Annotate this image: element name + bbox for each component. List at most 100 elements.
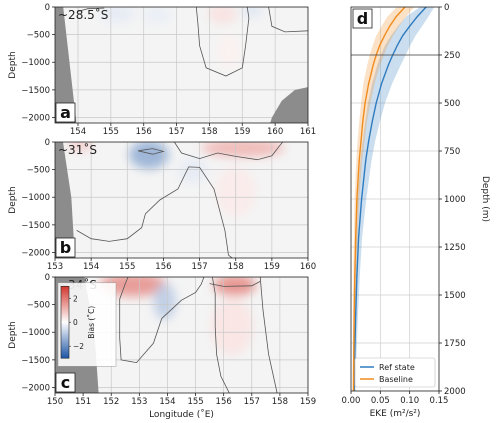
data-point-baseline (379, 44, 381, 47)
data-point-ref-state (387, 64, 390, 66)
x-tick-label: 150 (47, 397, 63, 407)
plot-area (351, 7, 439, 391)
x-tick-label: 158 (228, 262, 244, 272)
data-point-ref-state (409, 25, 411, 27)
x-tick-label: 154 (70, 127, 86, 137)
plot-area (55, 7, 308, 123)
x-tick-label: 158 (201, 127, 217, 137)
x-axis-label: EKE (m²/s²) (370, 409, 421, 419)
x-tick-label: 154 (159, 397, 175, 407)
x-tick-label: 0.05 (371, 396, 390, 406)
x-tick-label: 159 (300, 397, 316, 407)
contour-line (212, 277, 230, 393)
panel-letter: c (61, 373, 70, 392)
y-axis-label: Depth (8, 321, 18, 348)
legend: Ref state Baseline (354, 357, 436, 388)
y-axis-label: Depth (m) (480, 176, 490, 222)
x-tick-label: 155 (187, 397, 203, 407)
y-tick-label: −2000 (21, 383, 50, 393)
panel-d: 0 250 500 750 1000 1250 1500 1750 2000 0.00 0.05 0.… (342, 3, 490, 419)
plot-background (55, 142, 308, 258)
data-point-ref-state (358, 236, 360, 238)
y-tick-label: −1500 (21, 356, 50, 366)
x-tick-label: 157 (168, 127, 184, 137)
data-point-baseline (383, 35, 386, 37)
x-tick-label: 159 (234, 127, 250, 137)
y-tick-label: 750 (444, 147, 460, 157)
panel-letter: d (357, 9, 368, 28)
plot-frame (54, 6, 309, 124)
contour-line (138, 148, 165, 155)
y-tick-label: 500 (444, 99, 460, 109)
contour-line (76, 166, 233, 258)
panel-letter-box (55, 237, 76, 258)
x-tick-label: 0.00 (342, 396, 361, 406)
y-tick-label: 0 (45, 3, 50, 13)
y-tick-label: 250 (444, 51, 460, 61)
data-point-baseline (360, 140, 362, 142)
contour-line (195, 7, 250, 77)
x-tick-label: 155 (119, 262, 135, 272)
bathymetry-shading (55, 142, 75, 258)
x-tick-label: 154 (83, 262, 99, 272)
x-tick-label: 156 (136, 127, 152, 137)
data-point-baseline (389, 25, 391, 27)
latitude-label: ~31˚S (58, 142, 97, 157)
data-point-baseline (395, 16, 397, 18)
y-tick-label: −500 (27, 166, 50, 176)
bathymetry-shading (270, 87, 308, 123)
colorbar-tick-label: 2 (73, 294, 78, 303)
data-point-ref-state (371, 121, 373, 123)
bias-blob (207, 7, 238, 25)
x-tick-label: 0.15 (430, 396, 449, 406)
x-tick-label: 153 (131, 397, 147, 407)
x-tick-label: 161 (300, 127, 316, 137)
x-tick-label: 151 (75, 397, 91, 407)
data-point-baseline (355, 236, 357, 238)
contour-line (259, 277, 278, 393)
x-tick-label: 160 (267, 127, 283, 137)
x-tick-label: 153 (47, 262, 63, 272)
data-point-ref-state (402, 35, 404, 37)
panel-c: 0 −500 −1000 −1500 −2000 150 151 152 153 154 155 15… (8, 273, 316, 420)
bias-blob (201, 142, 285, 157)
data-point-baseline (364, 102, 366, 104)
y-tick-label: −500 (27, 301, 50, 311)
y-tick-label: −1000 (21, 193, 50, 203)
panel-b: 0 −500 −1000 −1500 −2000 153 154 155 156 157 158 15… (8, 138, 316, 272)
y-tick-label: 2000 (444, 387, 466, 397)
data-point-baseline (372, 64, 374, 66)
bias-blob (99, 7, 136, 24)
x-axis-label: Longitude (˚E) (149, 409, 214, 420)
panel-letter-box (55, 372, 76, 393)
colorbar-gradient (60, 285, 70, 359)
x-tick-label: 159 (264, 262, 280, 272)
plot-frame (54, 141, 309, 259)
x-tick-label: 155 (103, 127, 119, 137)
data-point-ref-state (368, 140, 370, 142)
data-point-baseline (356, 198, 358, 200)
panel-letter: a (60, 103, 71, 122)
data-point-baseline (358, 160, 360, 162)
series-line-baseline (352, 7, 406, 391)
plot-area (55, 142, 308, 258)
bias-blob (67, 142, 93, 151)
data-point-baseline (362, 121, 364, 123)
y-tick-label: 0 (45, 138, 50, 148)
data-point-ref-state (355, 313, 357, 315)
data-point-baseline (353, 352, 355, 354)
contour-line (119, 277, 205, 364)
y-axis-label: Depth (8, 51, 18, 78)
x-tick-label: 157 (191, 262, 207, 272)
series-band-baseline (352, 7, 415, 391)
x-tick-label: 152 (103, 397, 119, 407)
data-point-ref-state (365, 160, 367, 162)
data-point-baseline (354, 275, 356, 277)
y-tick-label: 0 (444, 3, 449, 13)
panel-letter-box (352, 8, 373, 29)
y-tick-label: −1000 (21, 328, 50, 338)
data-point-ref-state (416, 16, 418, 18)
bathymetry-shading (55, 7, 77, 123)
colorbar-tick-label: −2 (73, 342, 84, 351)
bias-blob (240, 7, 264, 17)
